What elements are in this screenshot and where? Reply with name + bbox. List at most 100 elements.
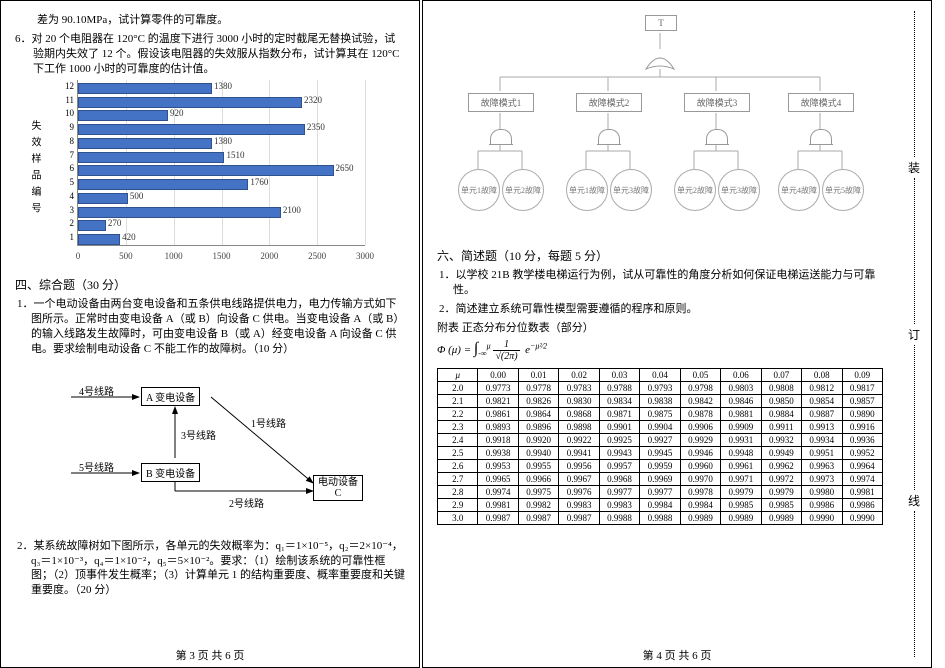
z-table-cell: 0.9788 <box>599 382 639 395</box>
binding-marks: 装 订 线 <box>903 11 925 657</box>
z-table-cell: 0.9948 <box>721 447 761 460</box>
z-table-cell: 0.9956 <box>559 460 599 473</box>
z-table-cell: 0.9951 <box>802 447 842 460</box>
z-table-cell: 0.9830 <box>559 395 599 408</box>
z-table-cell: 0.9887 <box>802 408 842 421</box>
z-table-cell: 0.9911 <box>761 421 801 434</box>
z-table-cell: 0.9821 <box>478 395 518 408</box>
ft-leaf-4: 单元3故障 <box>610 169 652 211</box>
lbl-line2: 2号线路 <box>229 495 264 510</box>
z-table-cell: 0.9943 <box>599 447 639 460</box>
z-table-col-header: 0.05 <box>680 369 720 382</box>
z-table-cell: 0.9965 <box>478 473 518 486</box>
sec4-q2: 2．某系统故障树如下图所示，各单元的失效概率为：q₁＝1×10⁻⁵，q₂＝2×1… <box>31 539 405 598</box>
z-table-cell: 0.9893 <box>478 421 518 434</box>
bar <box>78 124 305 135</box>
z-table-col-header: 0.01 <box>518 369 558 382</box>
z-table-row-mu: 2.5 <box>438 447 478 460</box>
z-table-cell: 0.9916 <box>842 421 882 434</box>
z-table-cell: 0.9846 <box>721 395 761 408</box>
failure-bar-chart: 失 效 样 品 编 号 0500100015002000250030001213… <box>51 80 371 270</box>
z-table-cell: 0.9989 <box>721 512 761 525</box>
z-table-cell: 0.9974 <box>842 473 882 486</box>
z-table-row-mu: 2.6 <box>438 460 478 473</box>
bar-value-label: 1760 <box>250 177 268 187</box>
bar-value-label: 2650 <box>336 163 354 173</box>
z-table-cell: 0.9961 <box>721 460 761 473</box>
bar-chart-ylabel: 4 <box>70 191 75 201</box>
z-table-cell: 0.9927 <box>640 434 680 447</box>
z-table-cell: 0.9989 <box>680 512 720 525</box>
bar <box>78 83 212 94</box>
z-table-cell: 0.9963 <box>802 460 842 473</box>
z-table-col-header: 0.07 <box>761 369 801 382</box>
bar-value-label: 1510 <box>226 150 244 160</box>
z-table-cell: 0.9962 <box>761 460 801 473</box>
bar-value-label: 2100 <box>283 205 301 215</box>
z-table-cell: 0.9979 <box>761 486 801 499</box>
z-table-cell: 0.9875 <box>640 408 680 421</box>
z-table-cell: 0.9941 <box>559 447 599 460</box>
bar-chart-xtick: 0 <box>76 251 81 261</box>
z-table-cell: 0.9842 <box>680 395 720 408</box>
bar-chart-ylabel: 2 <box>70 218 75 228</box>
z-table-cell: 0.9932 <box>761 434 801 447</box>
z-table-cell: 0.9881 <box>721 408 761 421</box>
z-table-cell: 0.9988 <box>599 512 639 525</box>
ft-leaf-3: 单元1故障 <box>566 169 608 211</box>
phi-label: Φ (μ) = <box>437 344 471 356</box>
z-table-cell: 0.9896 <box>518 421 558 434</box>
z-table-cell: 0.9969 <box>640 473 680 486</box>
z-table-cell: 0.9906 <box>680 421 720 434</box>
bar <box>78 234 120 245</box>
z-table-cell: 0.9884 <box>761 408 801 421</box>
z-table-cell: 0.9901 <box>599 421 639 434</box>
bar-chart-ylabel: 8 <box>70 136 75 146</box>
lbl-line1: 1号线路 <box>251 415 286 430</box>
z-table-row: 2.70.99650.99660.99670.99680.99690.99700… <box>438 473 883 486</box>
ft-leaf-5: 单元2故障 <box>674 169 716 211</box>
page-4-number: 第 4 页 共 6 页 <box>423 647 931 663</box>
z-table-cell: 0.9982 <box>518 499 558 512</box>
z-table-cell: 0.9864 <box>518 408 558 421</box>
z-table-cell: 0.9936 <box>842 434 882 447</box>
section-4-title: 四、综合题（30 分） <box>15 276 405 293</box>
z-table-cell: 0.9934 <box>802 434 842 447</box>
bar-chart-xtick: 2000 <box>260 251 278 261</box>
z-table-cell: 0.9826 <box>518 395 558 408</box>
z-table-cell: 0.9985 <box>721 499 761 512</box>
z-table-row-mu: 2.9 <box>438 499 478 512</box>
bar-chart-y-title: 失 效 样 品 编 号 <box>27 120 42 215</box>
z-table-cell: 0.9898 <box>559 421 599 434</box>
and-gate-4 <box>810 129 832 144</box>
z-table-cell: 0.9987 <box>559 512 599 525</box>
z-table-cell: 0.9988 <box>640 512 680 525</box>
z-table-row-mu: 2.8 <box>438 486 478 499</box>
sec4-q1: 1．一个电动设备由两台变电设备和五条供电线路提供电力，电力传输方式如下图所示。正… <box>31 297 405 356</box>
z-table-cell: 0.9861 <box>478 408 518 421</box>
z-table-col-header: 0.06 <box>721 369 761 382</box>
intro-line: 差为 90.10MPa，试计算零件的可靠度。 <box>37 13 405 28</box>
z-table-cell: 0.9834 <box>599 395 639 408</box>
bar-value-label: 420 <box>122 232 136 242</box>
z-table-cell: 0.9931 <box>721 434 761 447</box>
and-gate-3 <box>706 129 728 144</box>
bind-ch-2: 订 <box>908 324 920 345</box>
z-table-cell: 0.9980 <box>802 486 842 499</box>
z-table-cell: 0.9981 <box>842 486 882 499</box>
z-table-cell: 0.9850 <box>761 395 801 408</box>
bar-value-label: 270 <box>108 218 122 228</box>
z-table-cell: 0.9990 <box>802 512 842 525</box>
z-table-cell: 0.9918 <box>478 434 518 447</box>
z-table-cell: 0.9808 <box>761 382 801 395</box>
z-table-col-header: 0.08 <box>802 369 842 382</box>
z-table-cell: 0.9925 <box>599 434 639 447</box>
bar <box>78 97 302 108</box>
z-table-row: 2.90.99810.99820.99830.99830.99840.99840… <box>438 499 883 512</box>
node-a: A 变电设备 <box>141 387 200 406</box>
z-table-cell: 0.9909 <box>721 421 761 434</box>
ft-top: T <box>645 15 677 31</box>
bar <box>78 165 334 176</box>
z-table-cell: 0.9871 <box>599 408 639 421</box>
z-table-cell: 0.9945 <box>640 447 680 460</box>
